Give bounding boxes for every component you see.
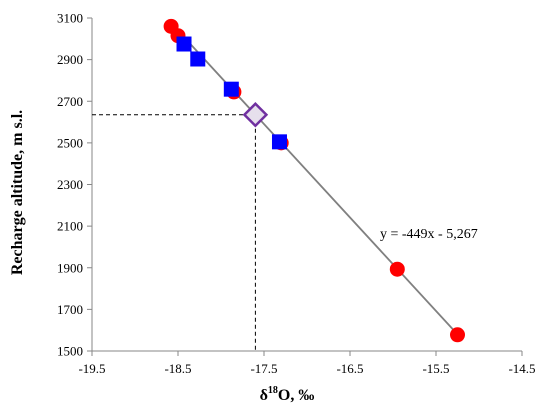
data-point-square [176,36,192,52]
data-points [163,18,465,343]
y-tick-label: 3100 [57,11,83,26]
data-point-diamond [242,102,269,128]
y-tick-label: 2900 [57,52,83,67]
x-tick-label: -16.5 [336,361,363,376]
y-tick-label: 2700 [57,94,83,109]
y-tick-label: 2500 [57,135,83,150]
data-point-square [190,51,206,67]
data-point-circle [450,327,465,343]
x-tick-label: -15.5 [422,361,449,376]
y-tick-label: 1700 [57,302,83,317]
x-tick-label: -17.5 [250,361,277,376]
y-tick-label: 2300 [57,177,83,192]
y-tick-label: 1900 [57,260,83,275]
x-tick-label: -18.5 [164,361,191,376]
trendline-equation: y = -449x - 5,267 [380,227,478,242]
data-point-square [271,134,287,150]
data-point-circle [389,261,405,277]
x-tick-label: -19.5 [78,361,105,376]
y-axis-label: Recharge altitude, m s.l. [9,110,26,275]
y-tick-label: 1500 [57,344,83,359]
x-axis-label-main: δ [260,387,268,404]
x-axis-label: δ18O, ‰ [260,385,315,404]
x-axis-label-rest: O, ‰ [278,387,314,404]
y-tick-label: 2100 [57,219,83,234]
x-axis-label-superscript: 18 [268,385,278,396]
data-point-square [223,81,239,97]
x-axis-ticks: -19.5 -18.5 -17.5 -16.5 -15.5 -14.5 [78,351,536,376]
y-axis-ticks: 1500 1700 1900 2100 2300 2500 2700 2900 3100 [57,11,92,359]
reference-lines [92,114,256,351]
x-tick-label: -14.5 [508,361,535,376]
trendline [168,20,463,340]
